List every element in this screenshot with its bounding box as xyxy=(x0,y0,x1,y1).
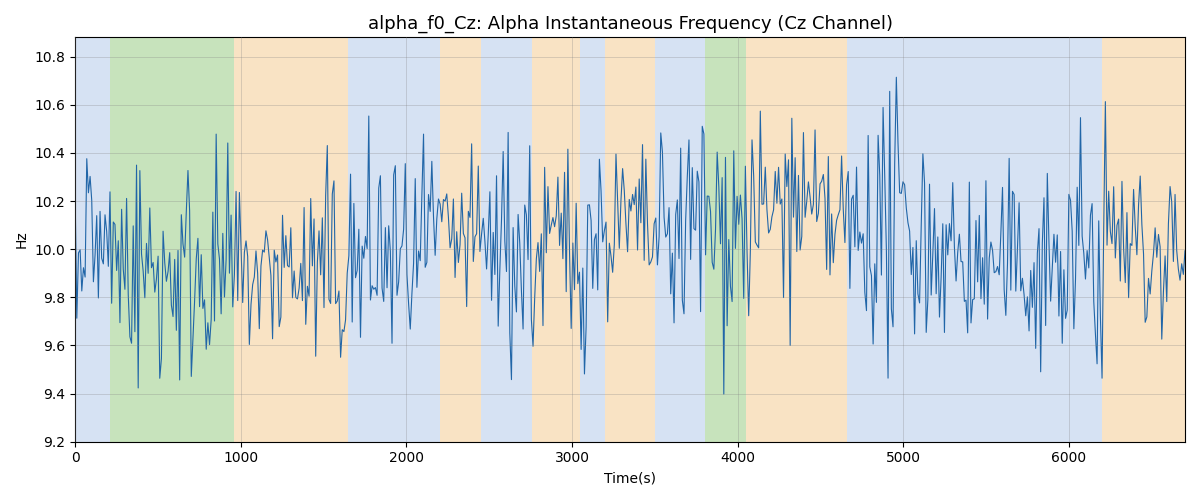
Bar xyxy=(348,38,439,442)
Bar xyxy=(76,38,110,442)
Bar xyxy=(533,38,581,442)
X-axis label: Time(s): Time(s) xyxy=(604,471,656,485)
Bar xyxy=(1102,38,1186,442)
Bar xyxy=(110,38,234,442)
Bar xyxy=(704,38,746,442)
Title: alpha_f0_Cz: Alpha Instantaneous Frequency (Cz Channel): alpha_f0_Cz: Alpha Instantaneous Frequen… xyxy=(367,15,893,34)
Y-axis label: Hz: Hz xyxy=(14,230,29,248)
Bar xyxy=(655,38,704,442)
Bar xyxy=(746,38,847,442)
Bar xyxy=(234,38,348,442)
Bar xyxy=(847,38,1102,442)
Bar xyxy=(481,38,533,442)
Bar xyxy=(581,38,605,442)
Bar xyxy=(605,38,655,442)
Bar xyxy=(439,38,481,442)
